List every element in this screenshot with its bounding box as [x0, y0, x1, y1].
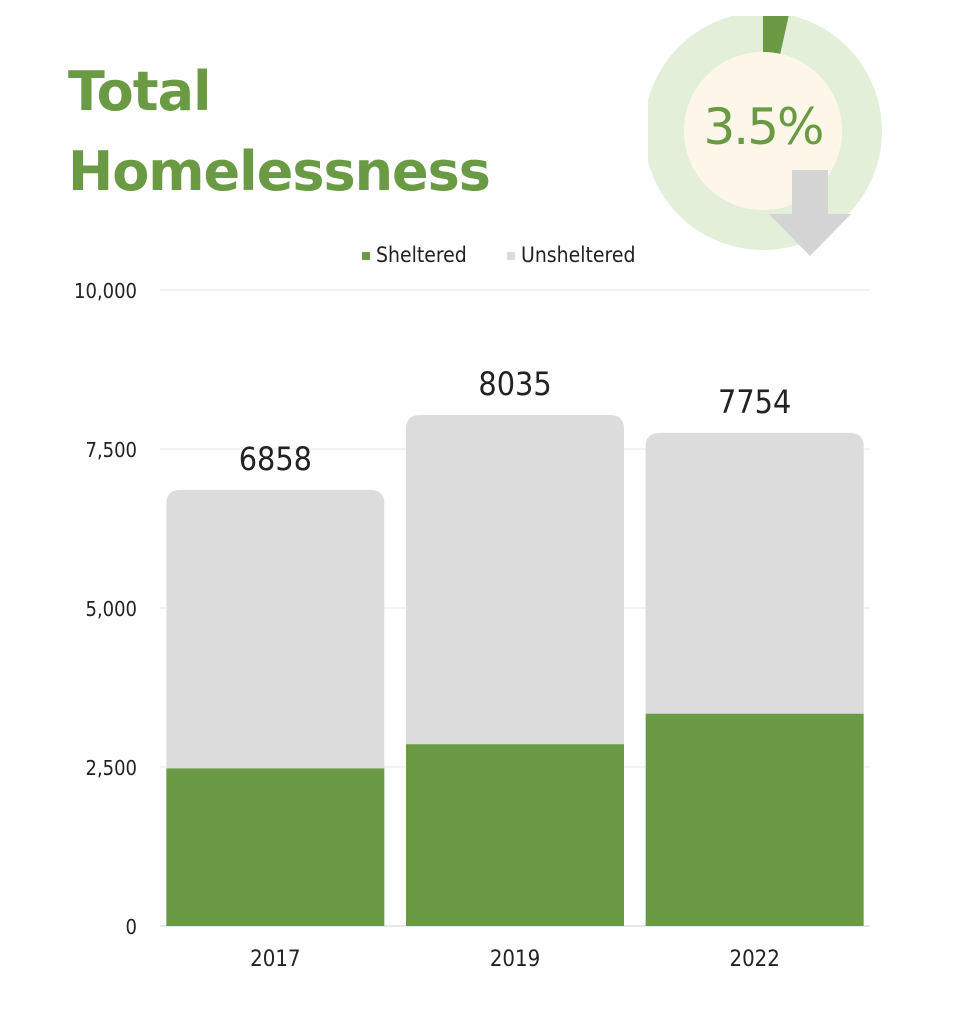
bar-sheltered-2022 [645, 713, 864, 926]
y-tick-label: 2,500 [86, 756, 138, 780]
legend-label: Sheltered [376, 243, 467, 267]
legend-swatch [362, 252, 370, 260]
legend-item-unsheltered: Unsheltered [507, 243, 635, 267]
bar-total-label: 7754 [718, 383, 791, 421]
title-line-2: Homelessness [68, 140, 491, 203]
legend-item-sheltered: Sheltered [362, 243, 467, 267]
legend-label: Unsheltered [521, 243, 635, 267]
bar-unsheltered-2022 [645, 432, 864, 714]
down-arrow-icon [769, 170, 851, 256]
bar-sheltered-2017 [166, 768, 385, 926]
y-tick-label: 0 [126, 915, 137, 939]
percent-change-label: 3.5% [703, 98, 822, 156]
y-tick-label: 7,500 [86, 438, 138, 462]
title-line-1: Total [68, 60, 212, 123]
x-tick-label: 2017 [250, 947, 300, 972]
bar-total-label: 6858 [239, 440, 312, 478]
bar-unsheltered-2017 [166, 489, 385, 769]
y-tick-label: 10,000 [74, 279, 137, 303]
x-tick-label: 2022 [729, 947, 779, 972]
percent-change-badge: 3.5% [648, 16, 882, 256]
bar-sheltered-2019 [406, 744, 624, 926]
bar-total-label: 8035 [478, 365, 551, 403]
y-tick-label: 5,000 [86, 597, 138, 621]
legend-swatch [507, 252, 515, 260]
bar-unsheltered-2019 [406, 414, 624, 745]
page-title: Total Homelessness [68, 52, 588, 212]
badge-ring-progress [762, 16, 789, 55]
x-tick-label: 2019 [490, 947, 540, 972]
